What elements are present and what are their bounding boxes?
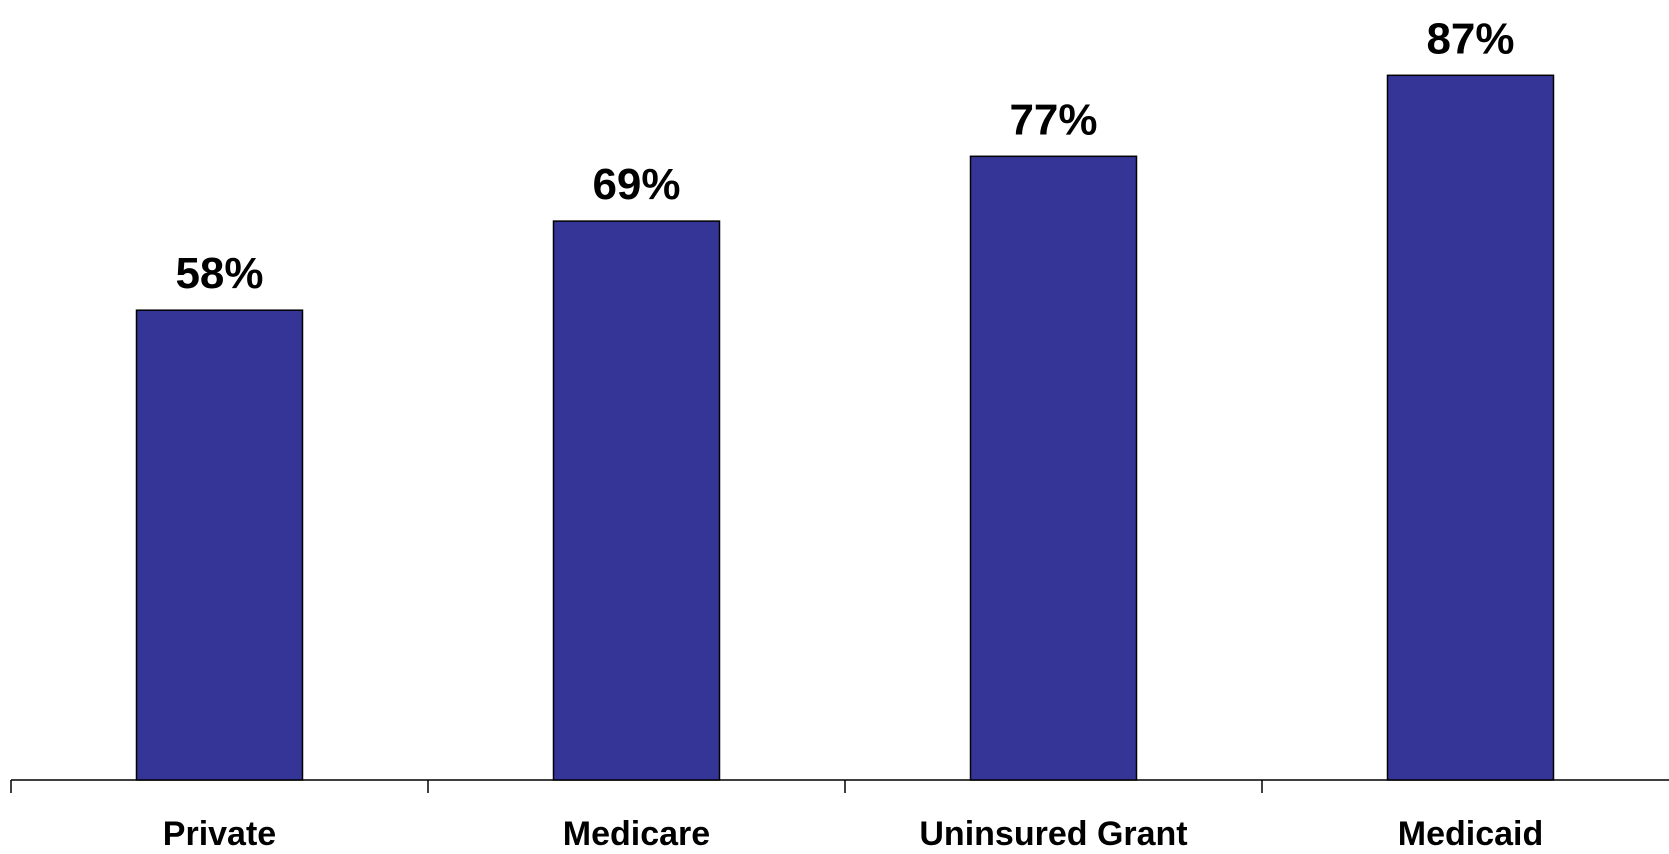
bar-medicare	[552, 220, 721, 781]
x-tick-label: Medicare	[563, 815, 710, 849]
data-label: 87%	[1426, 14, 1514, 63]
data-labels-group: 58% 69% 77% 87%	[175, 14, 1514, 298]
data-label: 77%	[1009, 95, 1097, 144]
x-tick-labels-group: Private Medicare Uninsured Grant Medicaid	[163, 815, 1543, 853]
data-label: 69%	[592, 160, 680, 209]
x-tick-label: Medicaid	[1398, 815, 1543, 849]
bars-group	[135, 74, 1555, 781]
x-tick-label: Private	[163, 815, 276, 849]
bar-uninsured-grant	[969, 155, 1138, 781]
bar-medicaid	[1386, 74, 1555, 781]
x-tick-label: Uninsured Grant	[919, 815, 1187, 849]
data-label: 58%	[175, 249, 263, 298]
bar-private	[135, 309, 304, 781]
x-ticks-group	[10, 780, 1263, 793]
